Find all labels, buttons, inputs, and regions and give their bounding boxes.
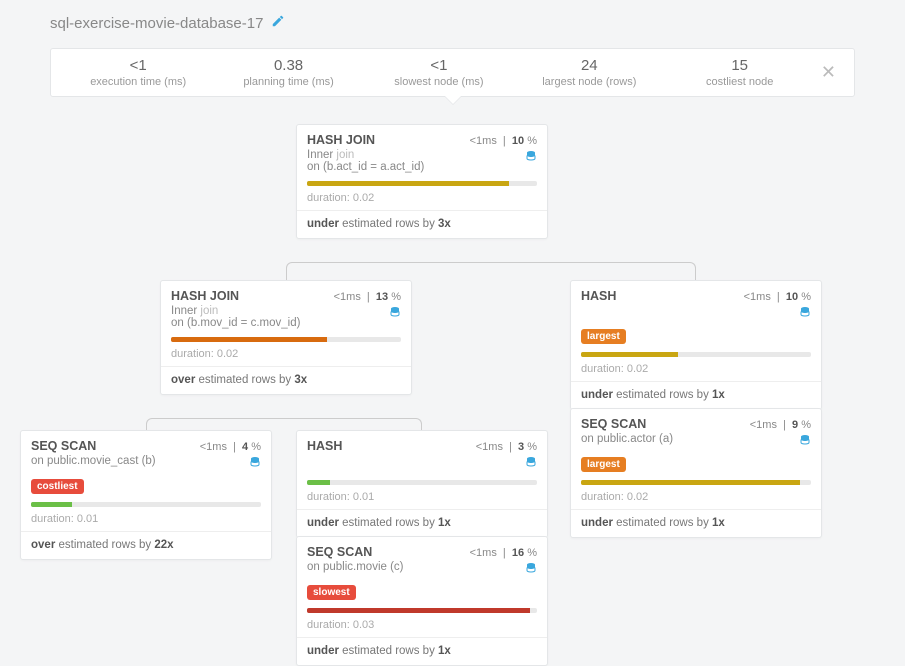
plan-canvas: HASH JOIN <1ms | 10 % Inner joinon (b.act_… [0, 108, 905, 655]
node-duration: duration: 0.02 [571, 361, 821, 382]
plan-node-root[interactable]: HASH JOIN <1ms | 10 % Inner joinon (b.act_… [296, 124, 548, 239]
edit-icon[interactable] [271, 14, 285, 32]
node-stats: <1ms | 4 % [200, 441, 261, 453]
metric-exec-time: <1 execution time (ms) [63, 57, 213, 88]
connector [286, 262, 696, 280]
metric-label: costliest node [665, 76, 815, 88]
node-header: SEQ SCAN <1ms | 4 % [21, 431, 271, 455]
node-header: HASH <1ms | 10 % [571, 281, 821, 305]
node-badge: costliest [31, 479, 84, 494]
node-duration: duration: 0.01 [297, 489, 547, 510]
page-header: sql-exercise-movie-database-17 [0, 0, 905, 40]
metric-value: <1 [364, 57, 514, 74]
node-title: SEQ SCAN [581, 417, 646, 431]
node-duration: duration: 0.02 [297, 190, 547, 211]
node-subtitle: on public.movie_cast (b) [21, 455, 271, 478]
node-duration: duration: 0.02 [571, 489, 821, 510]
node-title: HASH [581, 289, 616, 303]
node-header: SEQ SCAN <1ms | 16 % [297, 537, 547, 561]
node-estimate: under estimated rows by 3x [297, 211, 547, 238]
metric-costliest-node: 15 costliest node [665, 57, 815, 88]
node-header: HASH <1ms | 3 % [297, 431, 547, 455]
node-bar [31, 502, 261, 507]
metric-largest-node: 24 largest node (rows) [514, 57, 664, 88]
database-icon [525, 149, 537, 166]
node-bar [581, 480, 811, 485]
metrics-bar: <1 execution time (ms) 0.38 planning tim… [50, 48, 855, 97]
metric-label: execution time (ms) [63, 76, 213, 88]
node-header: HASH JOIN <1ms | 13 % [161, 281, 411, 305]
database-icon [249, 455, 261, 472]
node-estimate: over estimated rows by 3x [161, 367, 411, 394]
node-estimate: under estimated rows by 1x [571, 510, 821, 537]
node-subtitle: Inner joinon (b.mov_id = c.mov_id) [161, 305, 411, 335]
metric-label: largest node (rows) [514, 76, 664, 88]
arrow-down-icon [444, 96, 462, 105]
node-stats: <1ms | 16 % [470, 547, 537, 559]
database-icon [525, 455, 537, 472]
metric-label: slowest node (ms) [364, 76, 514, 88]
metric-slowest-node: <1 slowest node (ms) [364, 57, 514, 88]
database-icon [799, 305, 811, 322]
connector [146, 418, 422, 430]
plan-node-hj2[interactable]: HASH JOIN <1ms | 13 % Inner joinon (b.mov_… [160, 280, 412, 395]
node-estimate: under estimated rows by 1x [297, 638, 547, 665]
node-subtitle [571, 305, 821, 328]
node-header: SEQ SCAN <1ms | 9 % [571, 409, 821, 433]
node-title: HASH JOIN [307, 133, 375, 147]
node-subtitle: on public.actor (a) [571, 433, 821, 456]
plan-node-seq_c[interactable]: SEQ SCAN <1ms | 16 % on public.movie (c)sl… [296, 536, 548, 666]
node-stats: <1ms | 3 % [476, 441, 537, 453]
node-bar [307, 181, 537, 186]
plan-node-hash_r[interactable]: HASH <1ms | 10 % largest duration: 0.02unde… [570, 280, 822, 410]
node-badge: largest [581, 329, 626, 344]
node-duration: duration: 0.01 [21, 511, 271, 532]
node-bar [307, 480, 537, 485]
metric-value: 24 [514, 57, 664, 74]
node-title: SEQ SCAN [31, 439, 96, 453]
page-title: sql-exercise-movie-database-17 [50, 15, 263, 32]
node-bar [307, 608, 537, 613]
metric-label: planning time (ms) [213, 76, 363, 88]
metric-planning-time: 0.38 planning time (ms) [213, 57, 363, 88]
node-subtitle [297, 455, 547, 478]
database-icon [389, 305, 401, 322]
node-stats: <1ms | 10 % [470, 135, 537, 147]
node-title: HASH [307, 439, 342, 453]
node-subtitle: Inner joinon (b.act_id = a.act_id) [297, 149, 547, 179]
node-duration: duration: 0.02 [161, 346, 411, 367]
node-title: HASH JOIN [171, 289, 239, 303]
plan-node-hash_c[interactable]: HASH <1ms | 3 % duration: 0.01under estima… [296, 430, 548, 538]
node-badge: slowest [307, 585, 356, 600]
plan-node-seq_b[interactable]: SEQ SCAN <1ms | 4 % on public.movie_cast (… [20, 430, 272, 560]
metric-value: 0.38 [213, 57, 363, 74]
database-icon [525, 561, 537, 578]
metric-value: 15 [665, 57, 815, 74]
node-estimate: over estimated rows by 22x [21, 532, 271, 559]
node-bar [171, 337, 401, 342]
node-stats: <1ms | 13 % [334, 291, 401, 303]
node-estimate: under estimated rows by 1x [571, 382, 821, 409]
node-stats: <1ms | 10 % [744, 291, 811, 303]
close-icon[interactable]: ✕ [815, 62, 842, 83]
database-icon [799, 433, 811, 450]
node-duration: duration: 0.03 [297, 617, 547, 638]
node-stats: <1ms | 9 % [750, 419, 811, 431]
metric-value: <1 [63, 57, 213, 74]
node-bar [581, 352, 811, 357]
node-header: HASH JOIN <1ms | 10 % [297, 125, 547, 149]
node-badge: largest [581, 457, 626, 472]
node-estimate: under estimated rows by 1x [297, 510, 547, 537]
node-title: SEQ SCAN [307, 545, 372, 559]
node-subtitle: on public.movie (c) [297, 561, 547, 584]
plan-node-seq_a[interactable]: SEQ SCAN <1ms | 9 % on public.actor (a)lar… [570, 408, 822, 538]
